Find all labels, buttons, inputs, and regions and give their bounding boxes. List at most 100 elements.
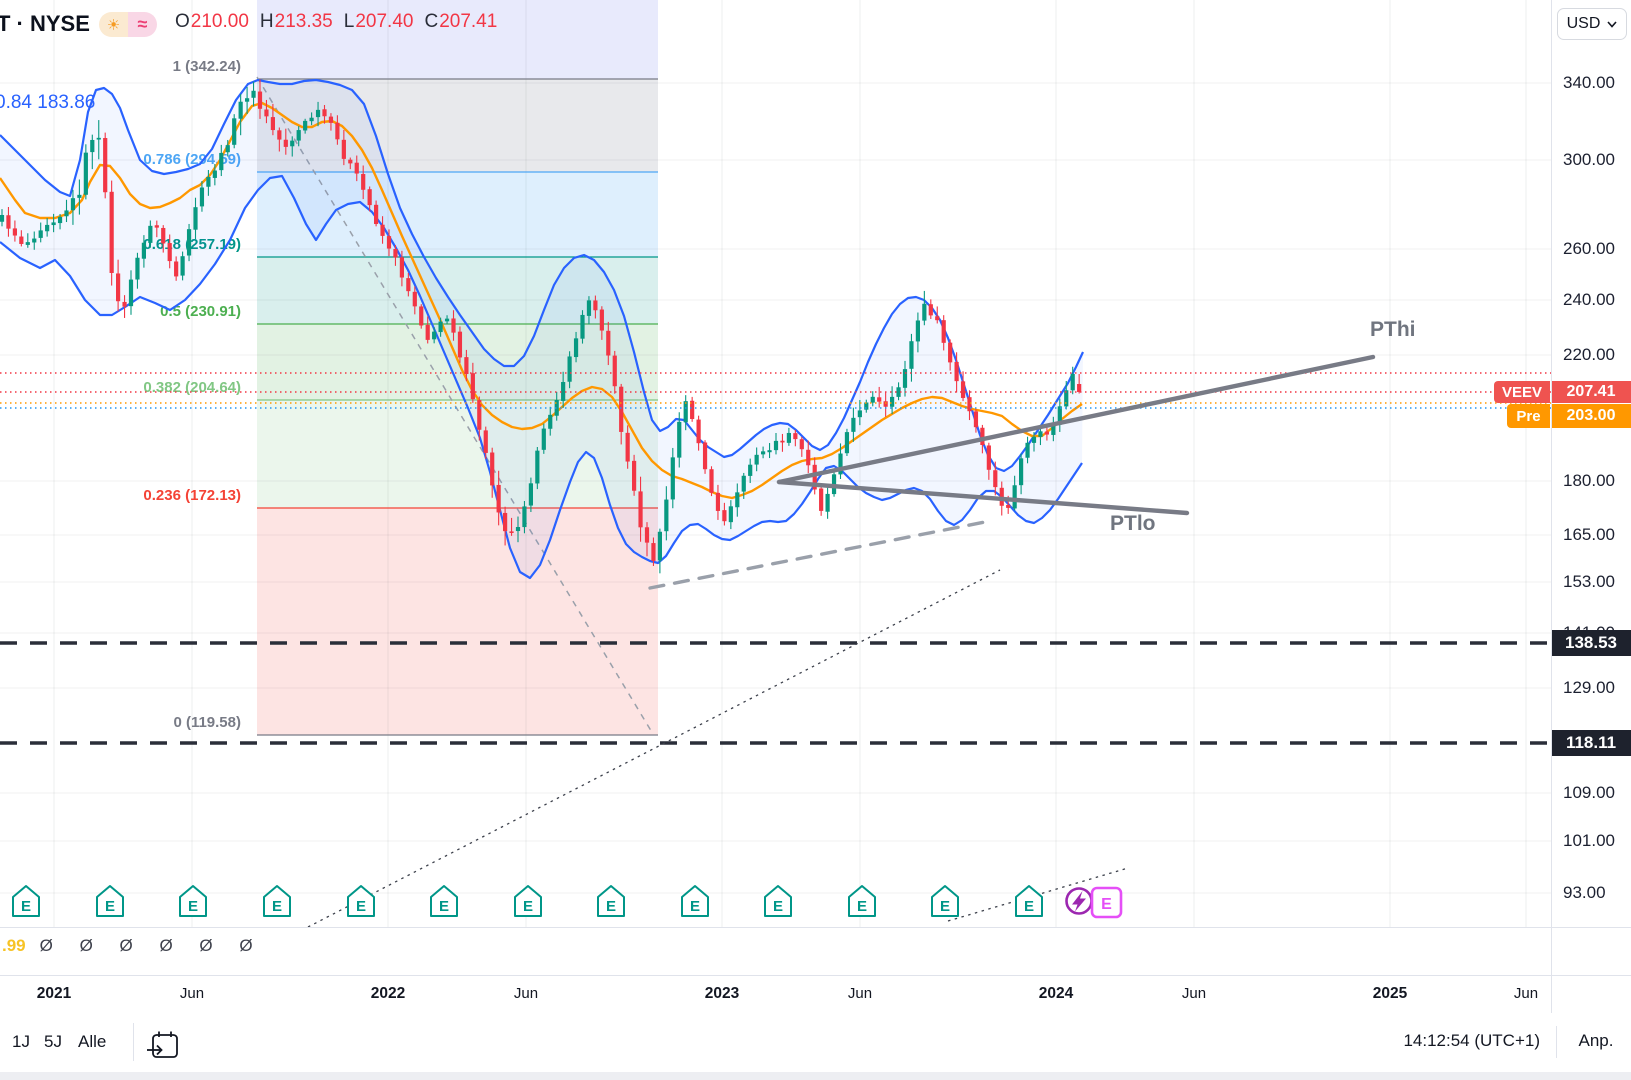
price-chart-canvas[interactable]: 1 (342.24)0.786 (294.59)0.618 (257.19)0.… <box>0 0 1551 975</box>
candle-body <box>1064 390 1069 407</box>
last-price-symbol-badge: VEEV <box>1494 381 1550 403</box>
time-tick-label: 2023 <box>704 985 740 1002</box>
earnings-marker[interactable]: E <box>263 885 291 917</box>
level-badge-118: 118.11 <box>1551 730 1631 756</box>
candle-body <box>503 512 508 532</box>
candle-body <box>806 449 811 466</box>
candle-body <box>851 417 856 432</box>
candle-body <box>245 98 250 102</box>
earnings-badge-shape <box>179 885 207 917</box>
trend-line[interactable] <box>776 354 1376 485</box>
candle-body <box>464 357 469 375</box>
bollinger-upper-band[interactable] <box>0 78 1084 473</box>
candle-body <box>1006 504 1011 508</box>
price-tick-label: 101.00 <box>1563 831 1615 850</box>
currency-selector[interactable]: USD <box>1557 8 1627 40</box>
earnings-marker[interactable]: E <box>12 885 40 917</box>
candle-body <box>509 531 514 533</box>
time-axis[interactable]: 2021 Jun 2022 Jun 2023 Jun 2024 Jun 2025 Jun <box>0 975 1631 1013</box>
price-axis[interactable]: USD 340.00 300.00 260.00 240.00 220.00 180.00… <box>1551 0 1631 1013</box>
open-label: O <box>175 11 190 32</box>
earnings-badge-letter: E <box>1024 898 1034 915</box>
candle-body <box>451 318 456 333</box>
earnings-marker[interactable]: E <box>681 885 709 917</box>
earnings-marker[interactable]: E <box>848 885 876 917</box>
candle-body <box>586 300 592 316</box>
clock-display[interactable]: 14:12:54 (UTC+1) <box>1403 1031 1540 1050</box>
candle-body <box>483 430 488 453</box>
candle-body <box>154 225 159 228</box>
range-button-all[interactable]: Alle <box>78 1032 107 1051</box>
go-to-date-icon[interactable] <box>146 1029 180 1061</box>
range-button-1y[interactable]: 1J <box>12 1032 30 1051</box>
adjust-button[interactable]: Anp. <box>1578 1031 1614 1050</box>
earnings-marker[interactable]: E <box>514 885 542 917</box>
time-tick-label: Jun <box>1513 985 1539 1002</box>
candle-body <box>1044 431 1049 435</box>
candle-body <box>657 531 662 561</box>
dashed-trend-line[interactable] <box>648 519 992 590</box>
earnings-badge-shape <box>12 885 40 917</box>
earnings-badge-letter: E <box>773 898 783 915</box>
fib-level-label: 0.382 (204.64) <box>143 379 241 396</box>
candle-body <box>457 331 463 358</box>
trendline-label-pthi[interactable]: PThi <box>1370 318 1416 341</box>
price-tick-label: 240.00 <box>1563 290 1615 309</box>
earnings-marker[interactable]: E <box>347 885 375 917</box>
range-button-5y[interactable]: 5J <box>44 1032 62 1051</box>
time-tick-label: Jun <box>1181 985 1207 1002</box>
candle-body <box>670 457 675 500</box>
earnings-marker[interactable]: E <box>1015 885 1043 917</box>
earnings-marker[interactable]: E <box>931 885 959 917</box>
earnings-marker[interactable]: E <box>96 885 124 917</box>
candle-body <box>361 173 366 190</box>
candle-body <box>735 492 740 508</box>
earnings-marker[interactable]: E <box>597 885 625 917</box>
candle-body <box>257 91 263 109</box>
earnings-badge-letter: E <box>188 898 198 915</box>
candle-body <box>599 309 604 331</box>
earnings-marker[interactable]: E <box>430 885 458 917</box>
candle-body <box>335 122 340 140</box>
bottom-toolbar: 1J 5J Alle 14:12:54 (UTC+1) Anp. <box>0 1013 1631 1072</box>
earnings-badge-letter: E <box>690 898 700 915</box>
premarket-value-badge: 203.00 <box>1551 404 1631 428</box>
earnings-marker[interactable]: E <box>179 885 207 917</box>
candle-body <box>973 411 979 428</box>
candle-body <box>412 291 417 307</box>
earnings-marker[interactable]: E <box>764 885 792 917</box>
earnings-badge-shape <box>681 885 709 917</box>
pane-separator <box>0 927 1631 928</box>
fib-zone <box>257 0 658 79</box>
candle-body <box>1031 436 1037 443</box>
trend-line[interactable] <box>776 479 1190 516</box>
candle-body <box>709 469 714 493</box>
candle-body <box>877 397 882 402</box>
candle-body <box>128 279 134 307</box>
earnings-badge-shape <box>263 885 291 917</box>
level-badge-138: 138.53 <box>1551 630 1631 656</box>
candle-body <box>0 214 5 222</box>
flash-event-marker[interactable] <box>1065 887 1093 915</box>
upcoming-earnings-marker[interactable]: E <box>1090 886 1123 919</box>
ohlc-readout: O 210.00 H 213.35 L 207.40 C 207.41 <box>175 11 497 33</box>
candle-body <box>386 236 392 249</box>
dotted-trend-line-short[interactable] <box>947 867 1129 922</box>
time-tick-label: Jun <box>513 985 539 1002</box>
currency-label: USD <box>1566 15 1601 32</box>
fib-diagonal-line[interactable] <box>256 76 654 735</box>
trendline-label-ptlo[interactable]: PTlo <box>1110 512 1156 535</box>
candle-body <box>206 176 211 187</box>
earnings-badge-shape <box>430 885 458 917</box>
candle-body <box>277 130 282 140</box>
candle-body <box>986 445 991 470</box>
toolbar-divider <box>133 1023 134 1061</box>
price-tick-label: 165.00 <box>1563 525 1615 544</box>
candle-body <box>561 382 566 401</box>
symbol-legend[interactable]: T · NYSE <box>0 10 90 38</box>
fib-level-label: 0 (119.58) <box>173 714 241 731</box>
bollinger-lower-band[interactable] <box>0 174 1083 580</box>
price-tick-label: 260.00 <box>1563 239 1615 258</box>
candle-body <box>148 225 153 243</box>
